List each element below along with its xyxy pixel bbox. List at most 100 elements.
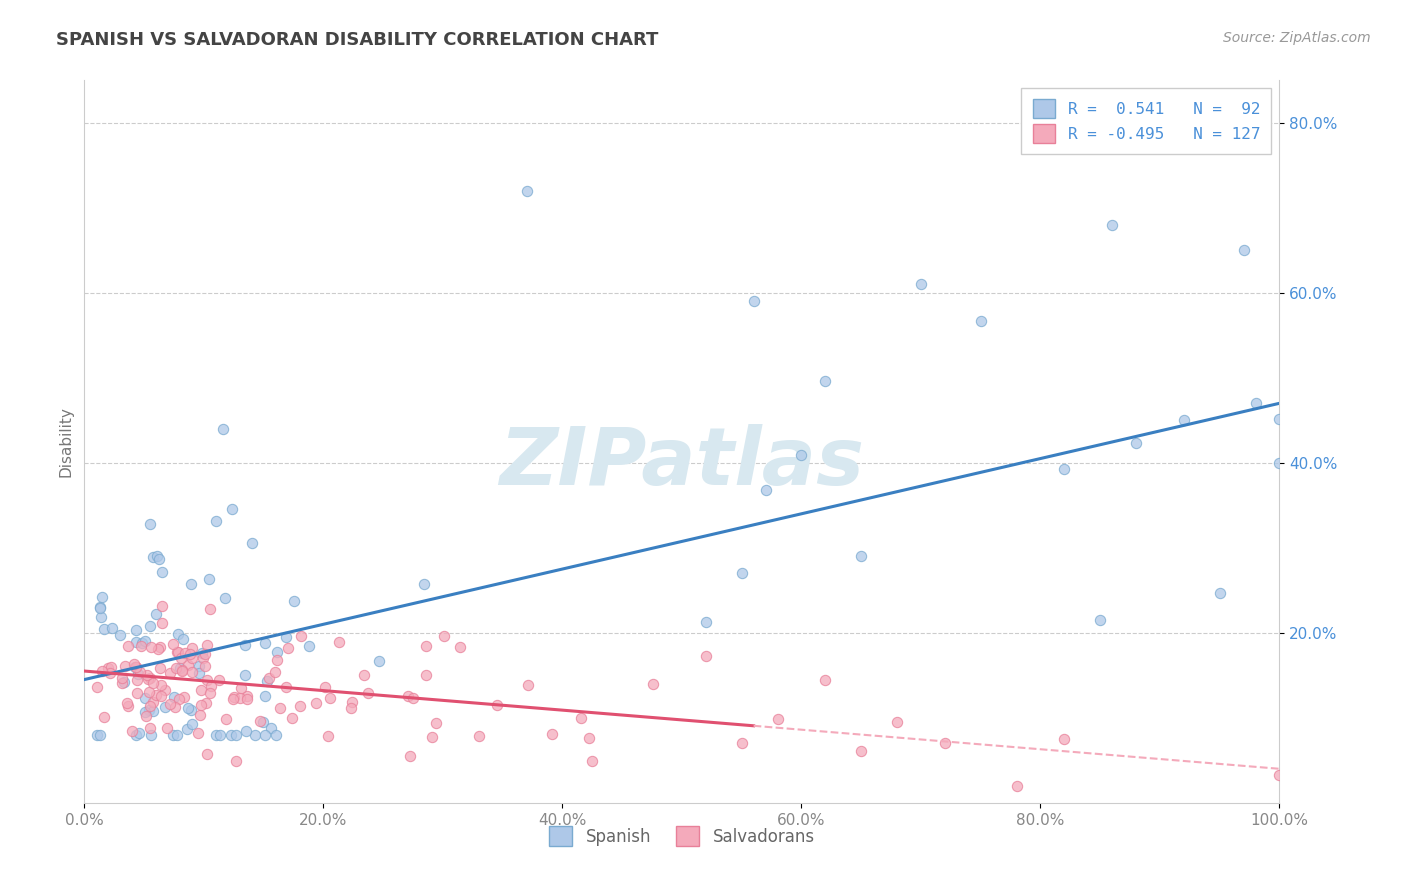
Point [910, 277, 932, 292]
Point [180, 703, 202, 717]
Point [814, 374, 837, 388]
Point [125, 660, 148, 674]
Point [229, 681, 252, 696]
Point [128, 726, 150, 740]
Point [100, 659, 122, 673]
Point [155, 721, 177, 735]
Point [205, 728, 228, 742]
Point [266, 728, 288, 742]
Point [415, 639, 437, 653]
Point [181, 665, 204, 679]
Point [221, 502, 243, 516]
Point [569, 711, 592, 725]
Point [254, 636, 277, 650]
Point [249, 714, 271, 728]
Point [174, 647, 197, 661]
Point [283, 594, 305, 608]
Point [142, 676, 165, 690]
Point [1125, 435, 1147, 450]
Point [214, 712, 236, 726]
Point [254, 728, 277, 742]
Point [1233, 244, 1256, 258]
Point [142, 695, 165, 709]
Point [166, 645, 188, 659]
Point [90, 610, 112, 624]
Point [305, 696, 328, 710]
Point [149, 661, 172, 675]
Point [150, 615, 173, 630]
Point [125, 728, 148, 742]
Point [142, 550, 165, 565]
Point [163, 699, 186, 714]
Point [225, 754, 247, 768]
Point [274, 630, 297, 644]
Point [766, 712, 789, 726]
Point [131, 636, 153, 650]
Point [1268, 457, 1291, 471]
Point [114, 659, 136, 673]
Point [1268, 768, 1291, 782]
Point [290, 629, 312, 643]
Point [166, 728, 188, 742]
Point [153, 700, 176, 714]
Point [125, 685, 148, 699]
Point [177, 658, 200, 673]
Point [172, 632, 194, 646]
Point [86, 728, 108, 742]
Point [188, 659, 211, 673]
Point [159, 697, 181, 711]
Point [198, 686, 221, 700]
Point [425, 716, 447, 731]
Point [742, 294, 765, 309]
Point [314, 680, 336, 694]
Point [222, 692, 245, 706]
Point [298, 639, 321, 653]
Point [134, 633, 156, 648]
Point [643, 676, 665, 690]
Point [180, 717, 202, 731]
Point [169, 691, 191, 706]
Point [695, 615, 717, 629]
Point [368, 654, 391, 668]
Point [970, 314, 993, 328]
Point [176, 722, 198, 736]
Point [449, 640, 471, 654]
Point [1173, 413, 1195, 427]
Point [125, 635, 148, 649]
Point [169, 661, 191, 675]
Text: Source: ZipAtlas.com: Source: ZipAtlas.com [1223, 31, 1371, 45]
Point [145, 688, 167, 702]
Point [1244, 396, 1267, 410]
Point [214, 591, 236, 606]
Point [221, 728, 243, 742]
Point [790, 448, 813, 462]
Point [194, 658, 217, 673]
Point [581, 754, 603, 768]
Point [195, 747, 218, 761]
Point [93, 709, 115, 723]
Text: ZIPatlas: ZIPatlas [499, 425, 865, 502]
Point [260, 721, 283, 735]
Point [134, 690, 156, 705]
Point [135, 668, 157, 682]
Point [290, 699, 312, 714]
Point [122, 657, 145, 671]
Point [148, 552, 170, 566]
Point [101, 621, 124, 635]
Point [138, 671, 160, 685]
Point [90, 590, 112, 604]
Point [340, 695, 363, 709]
Point [256, 673, 278, 688]
Point [396, 689, 419, 703]
Point [243, 728, 266, 742]
Point [229, 690, 252, 705]
Point [138, 699, 160, 714]
Point [1090, 613, 1112, 627]
Point [399, 748, 422, 763]
Point [233, 638, 256, 652]
Point [420, 730, 443, 744]
Point [135, 708, 157, 723]
Point [128, 665, 150, 680]
Text: SPANISH VS SALVADORAN DISABILITY CORRELATION CHART: SPANISH VS SALVADORAN DISABILITY CORRELA… [56, 31, 658, 49]
Point [235, 692, 257, 706]
